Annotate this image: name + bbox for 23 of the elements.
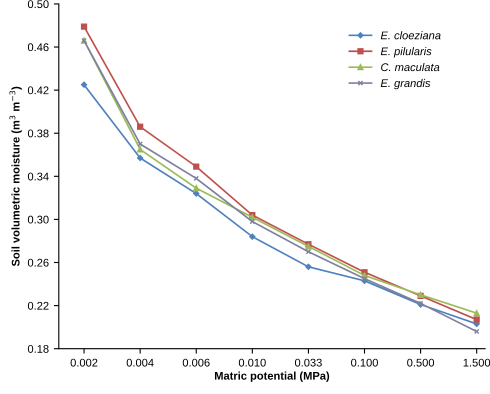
- y-tick-label: 0.30: [28, 216, 49, 224]
- x-tick-label: 0.002: [70, 358, 98, 367]
- x-tick-label: 1.500: [464, 358, 490, 367]
- y-tick-label: 0.42: [28, 86, 49, 94]
- x-tick-label: 0.033: [294, 358, 322, 367]
- y-tick-label: 0.46: [28, 43, 49, 52]
- x-tick-label: 0.004: [126, 358, 154, 367]
- legend-label: E. grandis: [380, 78, 430, 90]
- x-tick-label: 0.100: [351, 358, 378, 367]
- y-tick-label: 0.34: [28, 172, 49, 180]
- x-tick-label: 0.500: [407, 358, 434, 367]
- y-tick-label: 0.18: [28, 344, 49, 353]
- x-tick-label: 0.010: [238, 358, 266, 367]
- y-tick-label: 0.38: [28, 129, 49, 138]
- legend-label: C. maculata: [381, 63, 440, 72]
- y-tick-label: 0.50: [28, 0, 49, 8]
- legend-label: E. pilularis: [380, 47, 432, 58]
- legend-label: E. cloeziana: [380, 31, 441, 40]
- y-tick-label: 0.26: [28, 258, 49, 267]
- x-axis-title: Matric potential (MPa): [214, 372, 330, 382]
- x-tick-label: 0.006: [182, 358, 210, 367]
- y-axis-title: Soil volumetric moisture (m$^{3}$ m$^{−3}$): [9, 86, 22, 266]
- y-tick-label: 0.22: [28, 302, 49, 310]
